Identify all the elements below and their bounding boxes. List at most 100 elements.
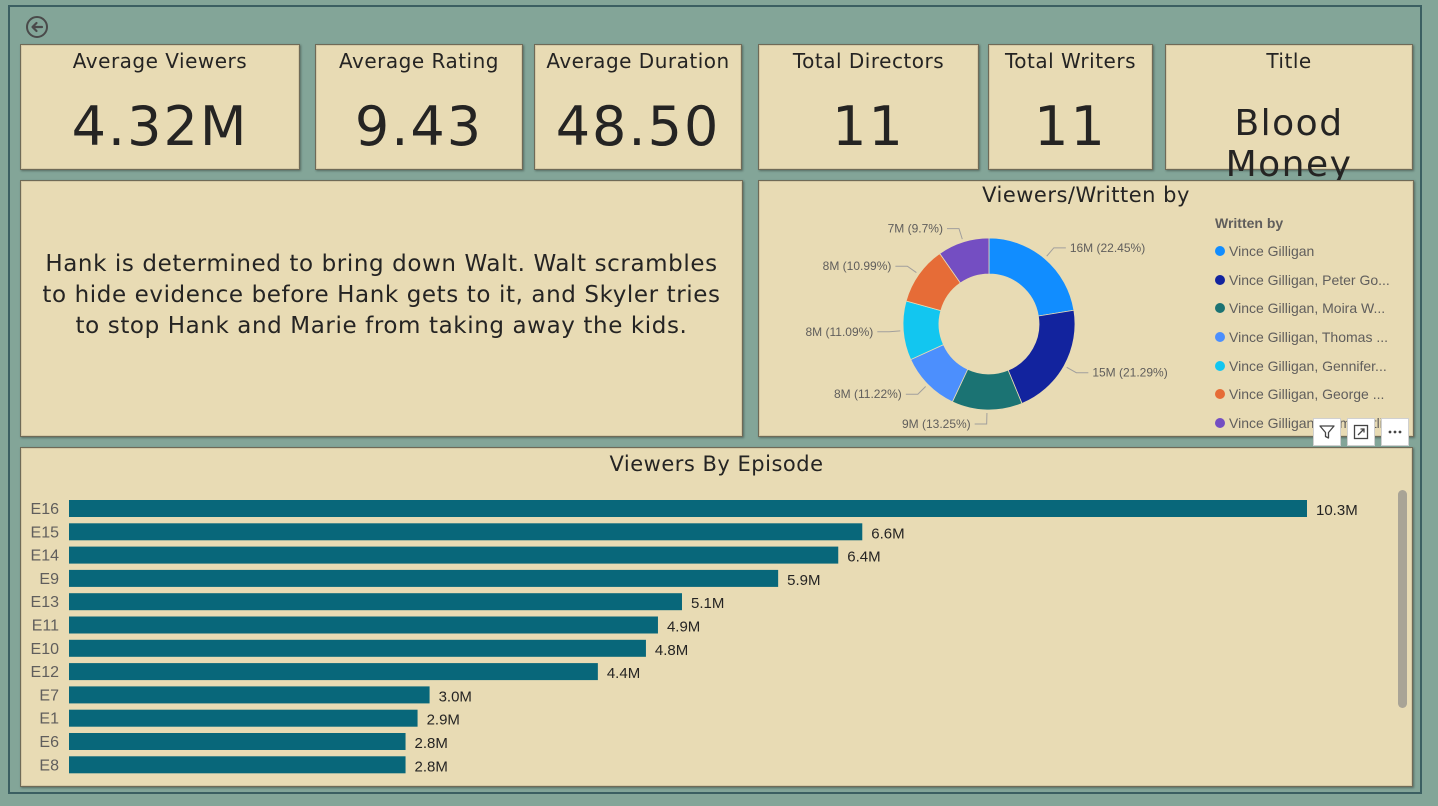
legend-item[interactable]: Vince Gilligan, Moira W... [1215,294,1411,323]
kpi-label: Average Duration [546,49,730,73]
kpi-label: Total Directors [792,49,945,73]
kpi-value: 9.43 [354,95,484,158]
legend-item[interactable]: Vince Gilligan, Peter Go... [1215,266,1411,295]
kpi-card-average-rating[interactable]: Average Rating 9.43 [315,44,523,170]
episode-bar[interactable] [69,523,863,541]
legend-item[interactable]: Vince Gilligan [1215,237,1411,266]
episode-bar[interactable] [69,569,779,587]
legend: Written by Vince Gilligan Vince Gilligan,… [1215,215,1411,435]
category-label: E11 [32,618,59,635]
episode-bar[interactable] [69,663,598,681]
slice-data-label: 8M (11.09%) [805,325,873,339]
legend-swatch [1215,274,1225,285]
more-options-icon[interactable] [1381,418,1409,446]
donut-chart[interactable]: 16M (22.45%) 15M (21.29%) 9M (13.25%) 8M (1… [759,181,1414,437]
slice-data-label: 16M (22.45%) [1070,241,1145,255]
bar-data-label: 5.9M [787,572,820,589]
focus-mode-icon[interactable] [1347,418,1375,446]
episode-bar[interactable] [69,733,406,750]
kpi-card-total-directors[interactable]: Total Directors 11 [758,44,979,170]
kpi-value: 4.32M [71,95,249,158]
leader-line [1046,247,1066,257]
leader-line [905,386,926,395]
episode-bar[interactable] [69,616,658,634]
visual-header-toolbar [1313,418,1409,446]
category-label: E15 [31,524,60,541]
episode-bar[interactable] [69,593,682,611]
category-label: E10 [31,641,60,658]
donut-slice[interactable] [939,237,990,284]
episode-description: Hank is determined to bring down Walt. W… [42,251,721,339]
legend-swatch [1215,332,1225,343]
legend-label: Vince Gilligan, Thomas ... [1229,329,1389,346]
category-label: E7 [39,687,59,704]
chart-title: Viewers/Written by [982,183,1190,207]
leader-line [895,265,917,273]
kpi-value: Blood Money [1225,103,1353,185]
kpi-card-average-viewers[interactable]: Average Viewers 4.32M [20,44,300,170]
legend-label: Vince Gilligan, Moira W... [1229,300,1386,317]
category-label: E1 [39,711,59,728]
legend-swatch [1215,246,1225,257]
episode-bar[interactable] [69,686,430,704]
episode-bar[interactable] [69,709,418,727]
kpi-value: 11 [1034,95,1107,158]
kpi-card-total-writers[interactable]: Total Writers 11 [988,44,1153,170]
legend-item[interactable]: Vince Gilligan, Sam Catlin [1215,409,1411,435]
viewers-by-episode-card[interactable]: Viewers By Episode E16 10.3M E15 6.6M E14 6.4… [20,447,1413,787]
donut-slice[interactable] [988,237,1075,317]
legend-swatch [1215,389,1225,400]
slice-data-label: 7M (9.7%) [888,222,943,236]
bar-data-label: 5.1M [691,595,724,612]
kpi-label: Title [1266,49,1312,73]
legend-item[interactable]: Vince Gilligan, Thomas ... [1215,323,1411,352]
bar-data-label: 3.0M [439,688,472,705]
kpi-card-average-duration[interactable]: Average Duration 48.50 [534,44,742,170]
legend-label: Vince Gilligan, George ... [1229,386,1385,403]
back-arrow-icon[interactable] [25,15,49,39]
slice-data-label: 9M (13.25%) [902,417,971,431]
legend-swatch [1215,360,1225,371]
legend-item[interactable]: Vince Gilligan, Gennifer... [1215,351,1411,380]
legend-swatch [1215,417,1225,428]
bar-chart-scrollbar[interactable] [1398,490,1407,708]
kpi-label: Average Viewers [72,49,248,73]
episode-description-card[interactable]: Hank is determined to bring down Walt. W… [20,180,743,437]
category-label: E6 [39,734,59,751]
legend-label: Vince Gilligan, Peter Go... [1229,271,1390,288]
category-label: E9 [39,571,59,588]
bar-data-label: 6.6M [871,525,904,542]
bar-chart[interactable]: E16 10.3M E15 6.6M E14 6.4M E9 5.9M E13 5.1M E11 4.… [21,448,1413,787]
episode-bar[interactable] [69,756,406,774]
kpi-label: Average Rating [339,49,499,73]
bar-data-label: 6.4M [847,549,880,566]
bar-data-label: 4.4M [607,665,640,682]
bar-data-label: 4.8M [655,642,688,659]
bar-data-label: 10.3M [1316,502,1358,519]
kpi-card-title[interactable]: Title Blood Money [1165,44,1413,185]
slice-data-label: 15M (21.29%) [1092,366,1167,380]
bar-data-label: 2.8M [415,758,448,775]
episode-bar[interactable] [69,546,839,564]
category-label: E8 [39,757,59,774]
leader-line [877,330,901,333]
filter-icon[interactable] [1313,418,1341,446]
leader-line [946,228,963,240]
episode-bar[interactable] [69,500,1307,517]
category-label: E12 [31,664,60,681]
report-frame [8,5,1422,794]
kpi-value: 48.50 [555,95,721,158]
kpi-value: 11 [832,95,905,158]
slice-data-label: 8M (10.99%) [823,259,892,273]
leader-line [1066,366,1089,374]
bar-data-label: 2.9M [427,712,460,729]
legend-title: Written by [1215,215,1284,231]
legend-item[interactable]: Vince Gilligan, George ... [1215,380,1411,409]
slice-data-label: 8M (11.22%) [834,387,902,401]
chart-title: Viewers By Episode [609,452,824,476]
category-label: E16 [31,501,60,518]
donut-slice[interactable] [1007,309,1076,404]
viewers-written-by-card[interactable]: Viewers/Written by 16M (22.45%) 15M (21.2… [758,180,1414,437]
episode-bar[interactable] [69,639,646,657]
bar-data-label: 2.8M [415,735,448,752]
